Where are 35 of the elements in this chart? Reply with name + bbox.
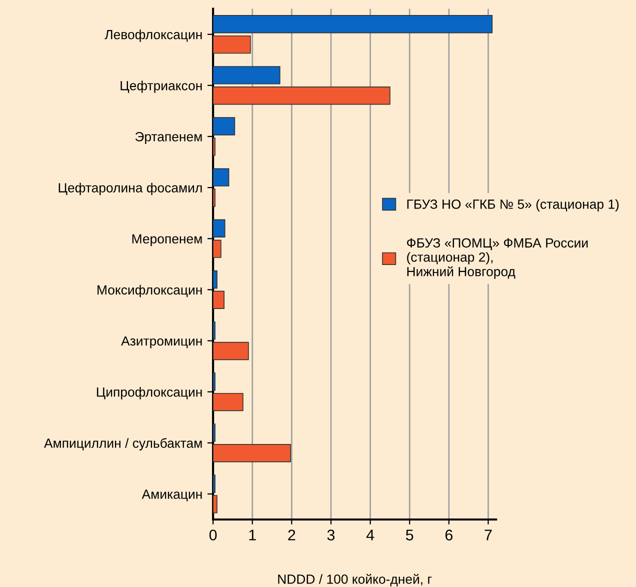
x-axis-title: NDDD / 100 койко-дней, г <box>278 574 432 586</box>
bar <box>213 35 251 54</box>
x-tick-label: 5 <box>406 530 414 540</box>
y-tick-label: Ципрофлоксацин <box>96 387 202 400</box>
y-tick-label: Амикацин <box>142 490 202 502</box>
bar <box>213 168 230 186</box>
bar <box>213 15 493 34</box>
legend-label: ГБУЗ НО «ГКБ № 5» (стационар 1) <box>407 199 619 212</box>
bar <box>213 290 224 309</box>
bar <box>213 240 222 258</box>
bar <box>213 342 249 360</box>
y-tick-label: Моксифлоксацин <box>98 284 202 298</box>
bar <box>213 444 291 462</box>
x-tick-label: 1 <box>249 530 256 540</box>
legend-label: ФБУЗ «ПОМЦ» ФМБА России (стационар 2), Нижний Новгород <box>407 238 588 279</box>
x-tick-label: 0 <box>209 530 217 540</box>
y-tick-label: Ампициллин / сульбактам <box>44 438 202 450</box>
bar <box>213 392 244 412</box>
x-tick-label: 4 <box>366 530 374 540</box>
bar <box>213 66 280 84</box>
y-tick-label: Азитромицин <box>121 336 202 348</box>
x-tick-label: 3 <box>327 530 335 540</box>
y-tick-label: Левофлоксацин <box>104 30 202 42</box>
bar <box>213 86 390 105</box>
y-tick-label: Цефтаролина фосамил <box>58 182 202 196</box>
bar <box>213 117 236 136</box>
x-tick-label: 2 <box>288 530 296 540</box>
x-tick-label: 6 <box>445 530 452 540</box>
y-tick-label: Меропенем <box>132 234 202 246</box>
bar <box>213 495 218 514</box>
y-tick-label: Эртапенем <box>135 132 202 144</box>
bar <box>213 270 218 289</box>
y-tick-label: Цефтриаксон <box>120 80 202 93</box>
bar <box>213 219 226 238</box>
x-tick-label: 7 <box>484 530 492 540</box>
